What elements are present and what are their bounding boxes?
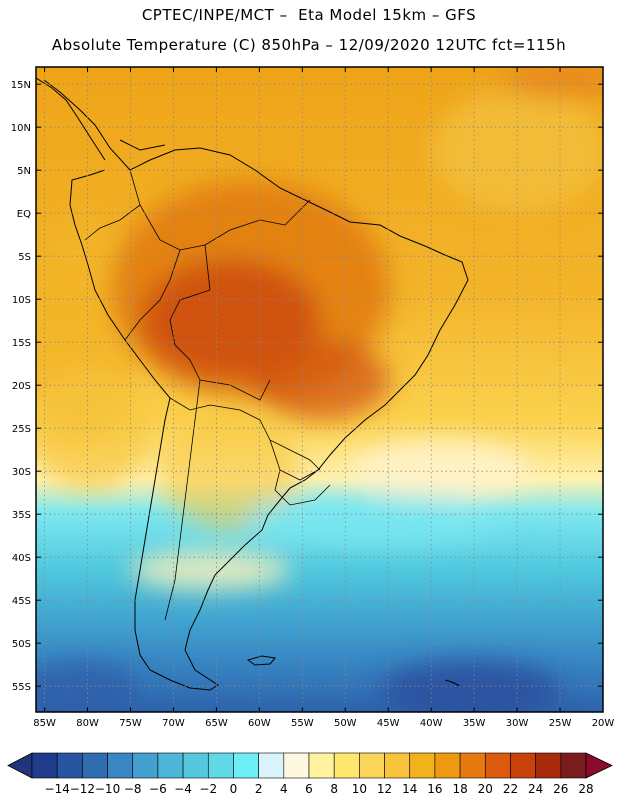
colorbar-bin — [484, 752, 511, 779]
colorbar-label: −2 — [199, 782, 217, 796]
south-georgia — [444, 679, 461, 687]
lat-tick-label: 35S — [12, 510, 31, 521]
colorbar-label: 18 — [452, 782, 467, 796]
colorbar-bin — [359, 752, 385, 779]
south-america-coastline — [43, 79, 469, 691]
colorbar-label: 2 — [255, 782, 263, 796]
colorbar-bin — [132, 752, 159, 779]
chart-title-line-2: Absolute Temperature (C) 850hPa – 12/09/… — [51, 36, 567, 54]
colorbar-label: 20 — [478, 782, 493, 796]
lon-tick-label: 70W — [162, 718, 185, 729]
colorbar-underflow-triangle — [7, 752, 33, 779]
lat-tick-label: 50S — [12, 639, 31, 650]
colorbar-label: 26 — [553, 782, 568, 796]
lon-tick-label: 25W — [549, 718, 572, 729]
lon-tick-label: 65W — [205, 718, 228, 729]
map-frame — [35, 66, 604, 713]
lon-tick-label: 85W — [33, 718, 56, 729]
colorbar-bin — [434, 752, 461, 779]
colorbar-bin — [308, 752, 335, 779]
lat-tick-label: 5S — [18, 252, 31, 263]
colorbar-label: −4 — [174, 782, 192, 796]
colorbar-bin — [535, 752, 562, 779]
colorbar: −14 −12 −10 −8 −6 −4 −2 0 2 4 6 8 10 12 14 16 18 20 22 24 26… — [7, 752, 613, 796]
lat-tick-label: 10S — [12, 295, 31, 306]
lat-tick-label: 15N — [11, 80, 31, 91]
colorbar-bin — [560, 752, 587, 779]
colorbar-label: 8 — [330, 782, 338, 796]
colorbar-label: 28 — [578, 782, 593, 796]
colorbar-label: 12 — [377, 782, 392, 796]
colorbar-label: 0 — [230, 782, 238, 796]
colorbar-bin — [333, 752, 360, 779]
lon-tick-label: 75W — [119, 718, 142, 729]
lat-tick-label: 30S — [12, 467, 31, 478]
lat-tick-label: 20S — [12, 381, 31, 392]
colorbar-bin — [182, 752, 209, 779]
colorbar-label: 16 — [427, 782, 442, 796]
colorbar-label: 6 — [305, 782, 313, 796]
lon-tick-label: 20W — [592, 718, 615, 729]
colorbar-label: −10 — [95, 782, 120, 796]
colorbar-label: −6 — [149, 782, 167, 796]
colorbar-label: 4 — [280, 782, 288, 796]
lat-tick-label: 10N — [11, 123, 31, 134]
colorbar-bin — [207, 752, 234, 779]
colorbar-bin — [510, 752, 536, 779]
colorbar-bin — [409, 752, 436, 779]
colorbar-bin — [283, 752, 310, 779]
temperature-field — [36, 67, 603, 712]
lat-tick-label: 15S — [12, 338, 31, 349]
graticule — [36, 67, 603, 712]
colorbar-bin — [107, 752, 134, 779]
colorbar-bin — [258, 752, 285, 779]
colorbar-label: 22 — [503, 782, 518, 796]
lon-tick-label: 55W — [291, 718, 314, 729]
lon-tick-label: 30W — [506, 718, 529, 729]
colorbar-bin — [56, 752, 83, 779]
lat-tick-label: EQ — [17, 209, 31, 220]
lon-tick-label: 40W — [420, 718, 443, 729]
lat-tick-label: 5N — [17, 166, 31, 177]
lon-tick-label: 35W — [463, 718, 486, 729]
lat-tick-label: 25S — [12, 424, 31, 435]
lon-tick-label: 60W — [248, 718, 271, 729]
colorbar-overflow-triangle — [585, 752, 613, 779]
colorbar-label: −12 — [70, 782, 95, 796]
colorbar-label: 24 — [528, 782, 543, 796]
lon-tick-label: 45W — [377, 718, 400, 729]
colorbar-label: 14 — [402, 782, 417, 796]
colorbar-label: −14 — [45, 782, 70, 796]
colorbar-bin — [31, 752, 58, 779]
colorbar-bin — [384, 752, 411, 779]
lat-tick-label: 45S — [12, 596, 31, 607]
colorbar-bin — [157, 752, 184, 779]
lat-tick-label: 55S — [12, 682, 31, 693]
colorbar-label: −8 — [124, 782, 142, 796]
lon-tick-label: 50W — [334, 718, 357, 729]
map-axes: 85W 80W 75W 70W 65W 60W 55W 50W 45W 40W 35W 30W 25W 2… — [11, 67, 615, 729]
central-america-coastline — [36, 77, 166, 161]
lat-tick-label: 40S — [12, 553, 31, 564]
colorbar-label: 10 — [352, 782, 367, 796]
colorbar-bin — [233, 752, 259, 779]
colorbar-bin — [459, 752, 486, 779]
chart-title-line-1: CPTEC/INPE/MCT – Eta Model 15km – GFS — [141, 6, 477, 24]
lon-tick-label: 80W — [76, 718, 99, 729]
colorbar-bin — [82, 752, 108, 779]
